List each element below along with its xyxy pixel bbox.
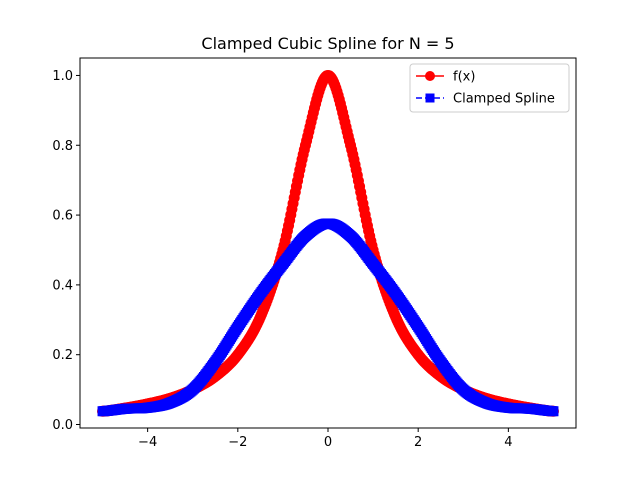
- series-line: [102, 74, 554, 412]
- chart-title: Clamped Cubic Spline for N = 5: [201, 34, 454, 53]
- x-tick-label: −2: [228, 435, 247, 450]
- series-line: [102, 222, 554, 412]
- legend-label: Clamped Spline: [453, 92, 555, 107]
- y-tick-label: 0.4: [52, 278, 73, 293]
- x-tick-label: 4: [504, 435, 512, 450]
- data-point: [548, 406, 559, 417]
- legend: f(x) Clamped Spline: [409, 63, 570, 113]
- x-tick-label: 2: [414, 435, 422, 450]
- plot-frame: [79, 57, 577, 429]
- x-tick-label: −4: [138, 435, 157, 450]
- y-tick-label: 0.8: [52, 139, 73, 154]
- series-f-x: [97, 69, 559, 417]
- legend-marker: [425, 71, 435, 81]
- legend-marker: [425, 93, 435, 103]
- y-tick-label: 0.6: [52, 209, 73, 224]
- y-tick-label: 0.2: [52, 348, 73, 363]
- y-tick-label: 1.0: [52, 69, 73, 84]
- legend-label: f(x): [453, 70, 475, 85]
- legend-entry: f(x): [416, 70, 475, 85]
- x-tick-label: 0: [324, 435, 332, 450]
- legend-entry: Clamped Spline: [416, 92, 555, 107]
- plot-curves: [97, 69, 559, 417]
- axis-ticks: −4 −2 0 2 4 0.0 0.2 0.4 0.6 0.8 1.0: [52, 69, 512, 450]
- legend-box: [409, 63, 570, 113]
- y-tick-label: 0.0: [52, 418, 73, 433]
- series-clamped-spline: [97, 218, 559, 417]
